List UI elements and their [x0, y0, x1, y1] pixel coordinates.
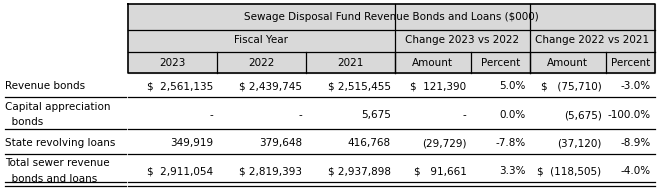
Text: 349,919: 349,919 [170, 138, 213, 148]
Text: -100.0%: -100.0% [608, 110, 651, 120]
Text: 2021: 2021 [337, 57, 363, 67]
Text: $ 2,937,898: $ 2,937,898 [328, 166, 391, 177]
Text: Amount: Amount [412, 57, 453, 67]
Text: Amount: Amount [547, 57, 588, 67]
Text: 379,648: 379,648 [259, 138, 302, 148]
Text: -7.8%: -7.8% [495, 138, 526, 148]
Text: (37,120): (37,120) [557, 138, 602, 148]
Text: Sewage Disposal Fund Revenue Bonds and Loans ($000): Sewage Disposal Fund Revenue Bonds and L… [244, 12, 539, 22]
Text: State revolving loans: State revolving loans [5, 138, 116, 148]
Text: Capital appreciation: Capital appreciation [5, 102, 110, 112]
Text: Total sewer revenue: Total sewer revenue [5, 159, 110, 169]
Text: $  2,561,135: $ 2,561,135 [147, 81, 213, 91]
Text: -: - [210, 110, 213, 120]
Text: bonds and loans: bonds and loans [5, 173, 97, 183]
Text: $  2,911,054: $ 2,911,054 [147, 166, 213, 177]
Text: $ 2,515,455: $ 2,515,455 [328, 81, 391, 91]
Text: (5,675): (5,675) [564, 110, 602, 120]
Text: -8.9%: -8.9% [621, 138, 651, 148]
Text: -: - [298, 110, 302, 120]
Text: 416,768: 416,768 [348, 138, 391, 148]
Text: 5.0%: 5.0% [499, 81, 526, 91]
Text: (29,729): (29,729) [422, 138, 466, 148]
Text: Percent: Percent [481, 57, 520, 67]
Text: -: - [463, 110, 466, 120]
Text: Percent: Percent [610, 57, 650, 67]
Text: $ 2,439,745: $ 2,439,745 [239, 81, 302, 91]
Text: Change 2022 vs 2021: Change 2022 vs 2021 [535, 35, 650, 45]
Text: Fiscal Year: Fiscal Year [235, 35, 288, 45]
Text: 3.3%: 3.3% [499, 166, 526, 177]
Text: $   (75,710): $ (75,710) [541, 81, 602, 91]
Text: -4.0%: -4.0% [621, 166, 651, 177]
Text: $  (118,505): $ (118,505) [537, 166, 602, 177]
Text: 2022: 2022 [248, 57, 275, 67]
Text: 2023: 2023 [160, 57, 186, 67]
Text: 0.0%: 0.0% [499, 110, 526, 120]
Text: 5,675: 5,675 [361, 110, 391, 120]
Text: $ 2,819,393: $ 2,819,393 [239, 166, 302, 177]
Text: Revenue bonds: Revenue bonds [5, 81, 85, 91]
Text: $   91,661: $ 91,661 [414, 166, 466, 177]
Text: Change 2023 vs 2022: Change 2023 vs 2022 [405, 35, 520, 45]
Text: -3.0%: -3.0% [621, 81, 651, 91]
Text: $  121,390: $ 121,390 [411, 81, 466, 91]
Text: bonds: bonds [5, 117, 43, 127]
